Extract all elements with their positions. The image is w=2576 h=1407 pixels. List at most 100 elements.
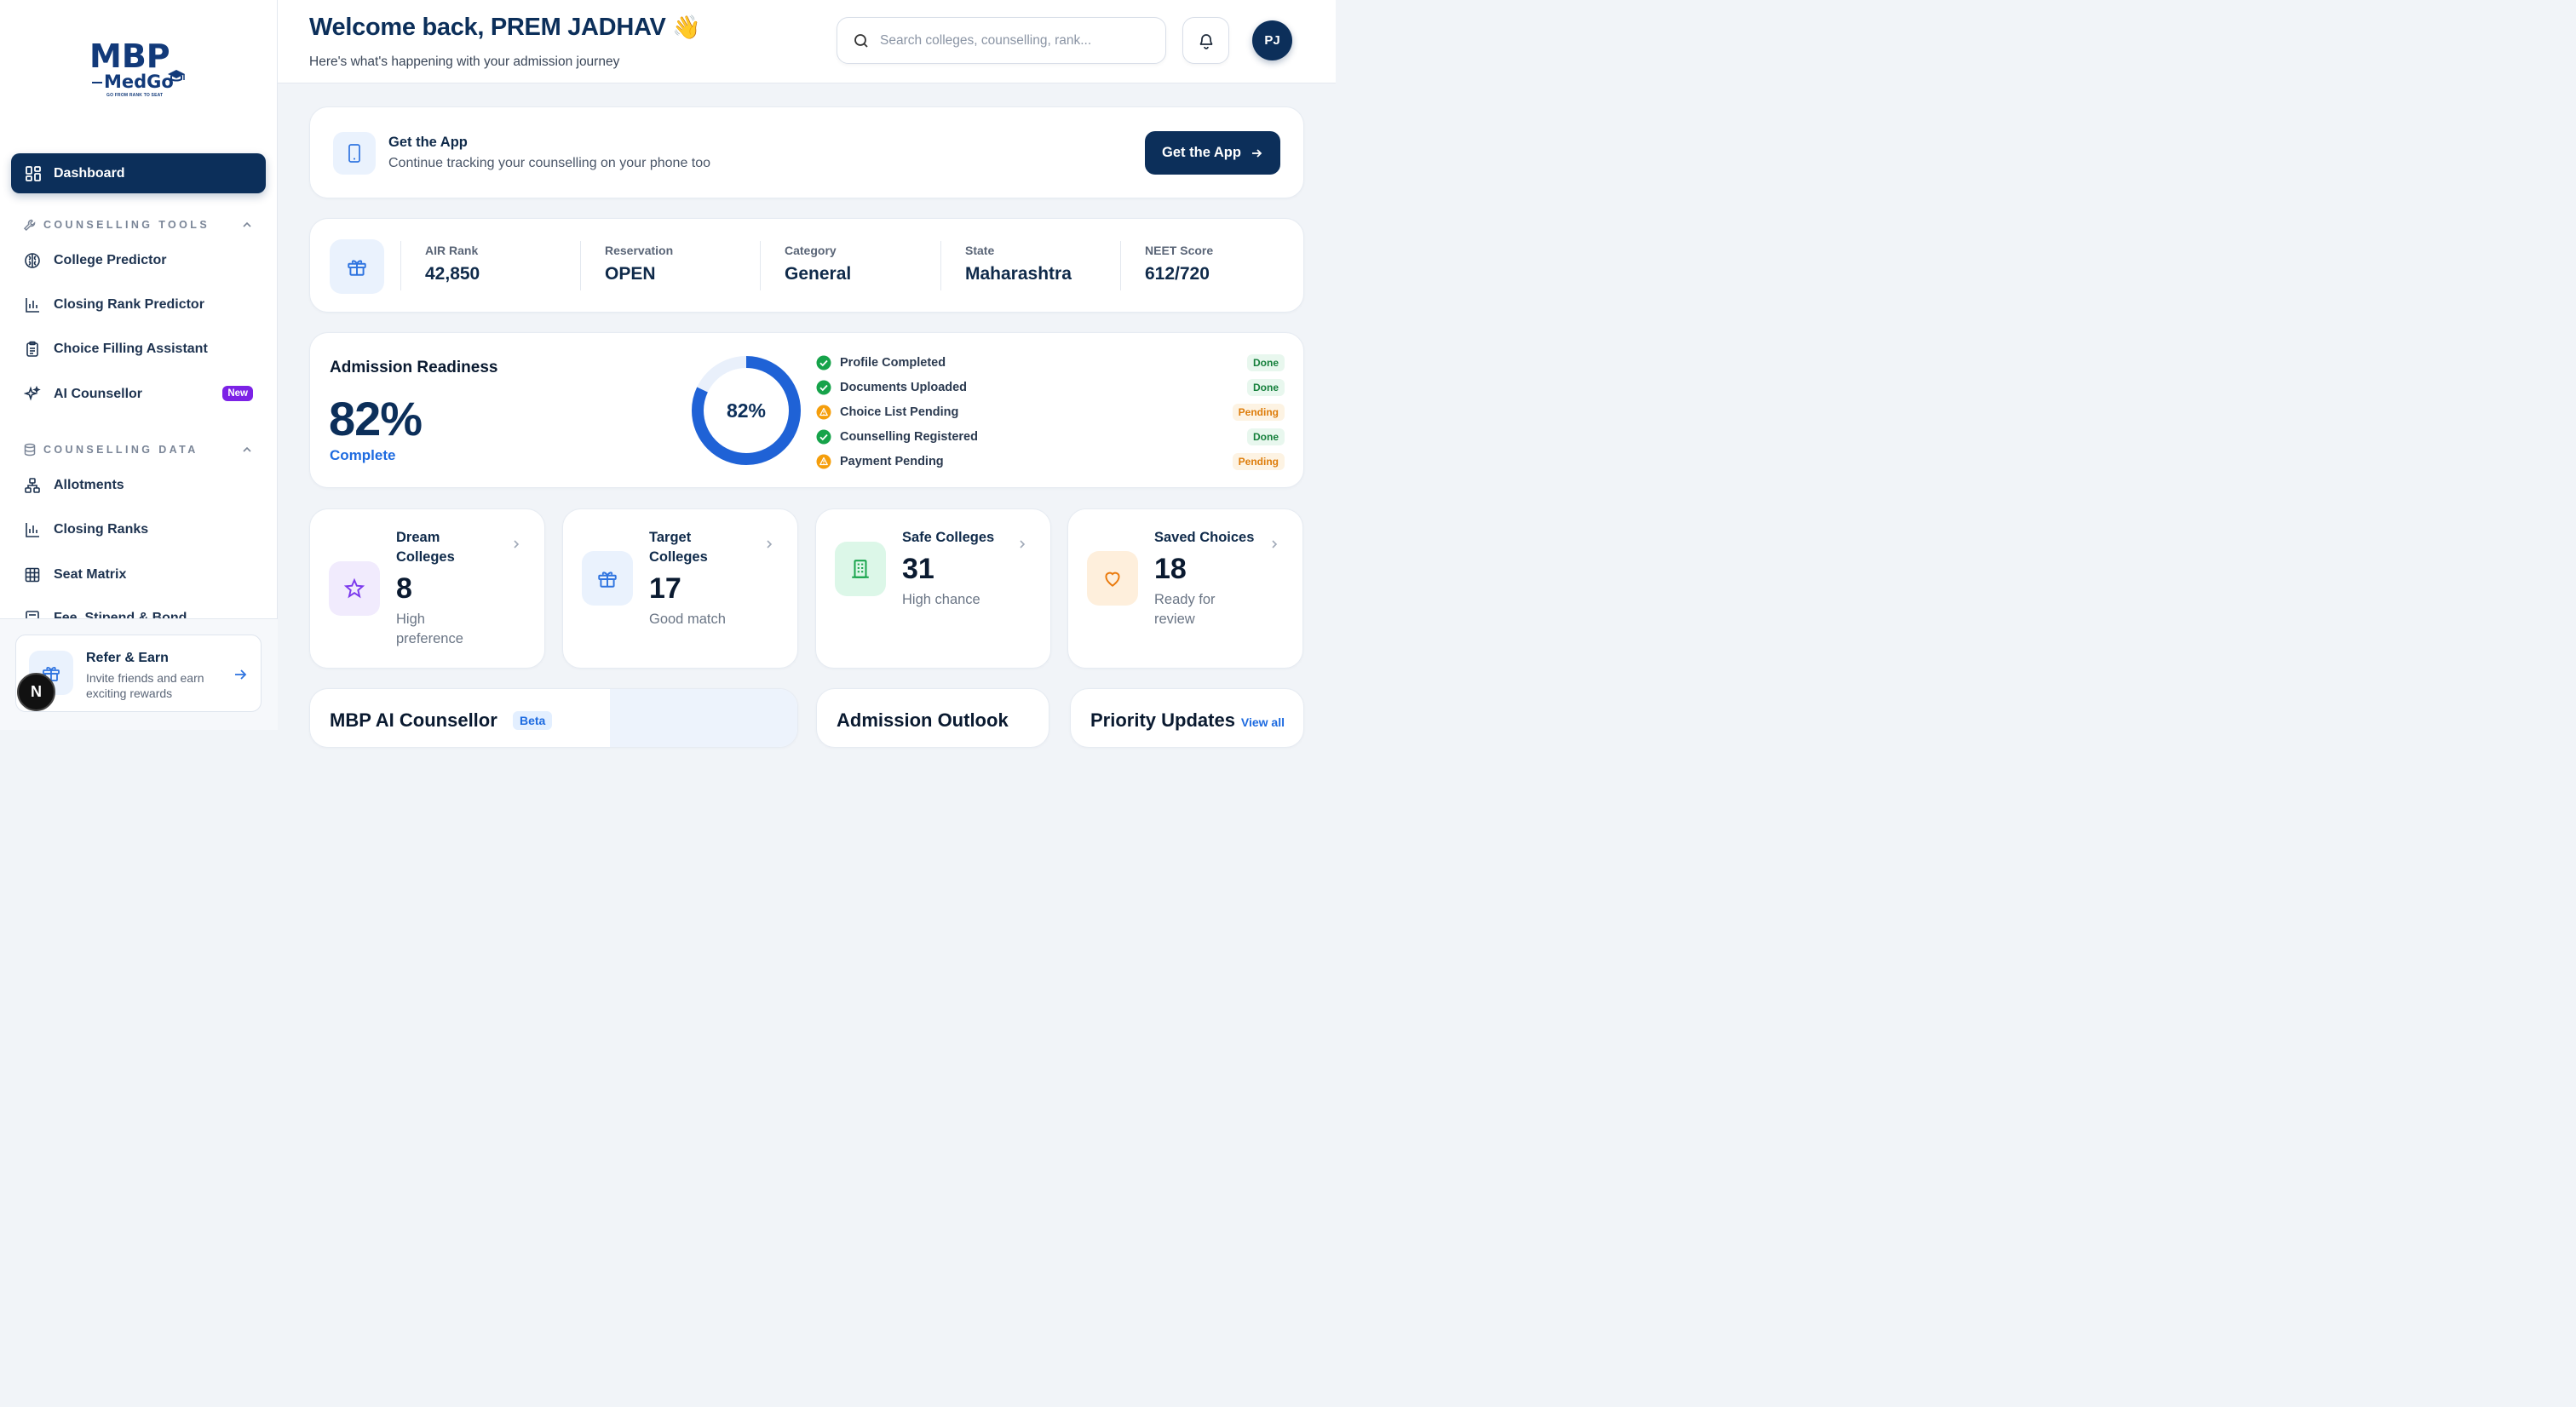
- get-app-button-label: Get the App: [1162, 145, 1241, 160]
- refer-title: Refer & Earn: [86, 651, 169, 665]
- sidebar-item-seat-matrix[interactable]: Seat Matrix: [23, 561, 255, 589]
- bell-icon: [1199, 33, 1212, 49]
- section-counselling-tools[interactable]: COUNSELLING TOOLS: [23, 216, 255, 233]
- warning-circle-icon: [816, 454, 831, 469]
- get-app-button[interactable]: Get the App: [1145, 131, 1280, 175]
- section-title: COUNSELLING TOOLS: [43, 219, 210, 231]
- network-icon: [23, 476, 42, 495]
- sidebar-item-choice-filling[interactable]: Choice Filling Assistant: [23, 336, 255, 363]
- receipt-icon: [23, 606, 42, 618]
- refer-earn-card[interactable]: Refer & Earn Invite friends and earn exc…: [15, 635, 262, 712]
- checklist-row: Payment Pending Pending: [816, 449, 1285, 474]
- ai-counsellor-card[interactable]: MBP AI Counsellor Beta: [309, 688, 798, 748]
- readiness-checklist: Profile Completed Done Documents Uploaded D…: [816, 350, 1285, 474]
- card-number: 8: [396, 572, 412, 605]
- stat-value: 42,850: [425, 264, 480, 284]
- wrench-icon: [23, 218, 37, 232]
- readiness-percent: 82%: [329, 392, 423, 445]
- sidebar-item-closing-ranks[interactable]: Closing Ranks: [23, 516, 255, 543]
- brand-logo[interactable]: MBP MedGo GO FROM RANK TO SEAT: [85, 37, 191, 100]
- checklist-row: Documents Uploaded Done: [816, 375, 1285, 399]
- sidebar-item-college-predictor[interactable]: College Predictor: [23, 247, 255, 274]
- app-banner-desc: Continue tracking your counselling on yo…: [388, 156, 711, 170]
- stat-air-rank: AIR Rank 42,850: [400, 241, 480, 290]
- card-subtitle: Ready for review: [1154, 592, 1216, 627]
- search-input[interactable]: [880, 32, 1153, 49]
- stat-label: Category: [785, 244, 837, 257]
- sidebar: MBP MedGo GO FROM RANK TO SEAT Dashboard…: [0, 0, 278, 730]
- arrow-right-icon[interactable]: [232, 666, 249, 683]
- card-number: 17: [649, 572, 681, 605]
- sidebar-item-label: Fee, Stipend & Bond: [54, 611, 187, 618]
- stat-label: AIR Rank: [425, 244, 479, 257]
- top-header: Welcome back, PREM JADHAV 👋 Here's what'…: [278, 0, 1336, 83]
- stat-value: General: [785, 264, 852, 284]
- dream-colleges-card[interactable]: Dream Colleges 8 High preference: [309, 508, 545, 669]
- chevron-up-icon[interactable]: [241, 219, 253, 231]
- chevron-right-icon[interactable]: [1268, 538, 1280, 550]
- welcome-subtitle: Here's what's happening with your admiss…: [309, 55, 620, 69]
- priority-updates-title: Priority Updates: [1090, 709, 1235, 731]
- status-badge: Pending: [1232, 404, 1285, 421]
- notifications-button[interactable]: [1182, 17, 1229, 64]
- sidebar-item-label: Closing Rank Predictor: [54, 297, 204, 312]
- wave-emoji: 👋: [672, 14, 701, 40]
- check-circle-icon: [816, 355, 831, 370]
- graduation-cap-icon: [168, 70, 185, 82]
- target-colleges-card[interactable]: Target Colleges 17 Good match: [562, 508, 798, 669]
- check-circle-icon: [816, 429, 831, 445]
- checklist-row: Counselling Registered Done: [816, 424, 1285, 449]
- priority-updates-card[interactable]: Priority Updates View all: [1070, 688, 1304, 748]
- profile-stats-card: AIR Rank 42,850 Reservation OPEN Categor…: [309, 218, 1304, 313]
- checklist-row: Choice List Pending Pending: [816, 399, 1285, 424]
- card-subtitle: High preference: [396, 612, 463, 646]
- get-app-banner: Get the App Continue tracking your couns…: [309, 106, 1304, 198]
- checklist-row: Profile Completed Done: [816, 350, 1285, 375]
- check-circle-icon: [816, 380, 831, 395]
- floating-n-badge[interactable]: N: [17, 673, 55, 711]
- stat-label: Reservation: [605, 244, 674, 257]
- chevron-right-icon[interactable]: [510, 538, 522, 550]
- status-badge: Done: [1247, 354, 1285, 371]
- section-counselling-data[interactable]: COUNSELLING DATA: [23, 441, 255, 458]
- sidebar-item-ai-counsellor[interactable]: AI Counsellor New: [23, 381, 255, 408]
- app-banner-title: Get the App: [388, 135, 468, 150]
- section-title: COUNSELLING DATA: [43, 444, 198, 456]
- sidebar-item-label: AI Counsellor: [54, 387, 143, 401]
- welcome-heading: Welcome back, PREM JADHAV 👋: [309, 14, 701, 42]
- grid-icon: [23, 566, 42, 584]
- checklist-label: Profile Completed: [840, 355, 946, 370]
- status-badge: Done: [1247, 379, 1285, 396]
- sidebar-item-label: Allotments: [54, 478, 124, 492]
- card-subtitle: Good match: [649, 612, 726, 627]
- gift-icon: [330, 239, 384, 294]
- sidebar-item-allotments[interactable]: Allotments: [23, 472, 255, 499]
- view-all-link[interactable]: View all: [1240, 715, 1285, 729]
- saved-choices-card[interactable]: Saved Choices 18 Ready for review: [1067, 508, 1303, 669]
- database-icon: [23, 443, 37, 457]
- status-badge: Done: [1247, 428, 1285, 445]
- checklist-label: Payment Pending: [840, 454, 944, 468]
- star-icon: [329, 561, 380, 616]
- clipboard-list-icon: [23, 340, 42, 359]
- stat-label: State: [965, 244, 995, 257]
- safe-colleges-card[interactable]: Safe Colleges 31 High chance: [815, 508, 1051, 669]
- chevron-right-icon[interactable]: [763, 538, 775, 550]
- sidebar-item-dashboard[interactable]: Dashboard: [11, 153, 266, 193]
- ai-counsellor-title: MBP AI Counsellor: [330, 709, 497, 731]
- sidebar-item-closing-rank-predictor[interactable]: Closing Rank Predictor: [23, 291, 255, 319]
- logo-main-text: MBP: [89, 37, 170, 75]
- search-box[interactable]: [837, 17, 1166, 64]
- user-avatar[interactable]: PJ: [1252, 20, 1292, 60]
- admission-outlook-title: Admission Outlook: [837, 709, 1009, 731]
- sidebar-item-fee-stipend-bond[interactable]: Fee, Stipend & Bond: [23, 606, 255, 618]
- sidebar-item-label: Seat Matrix: [54, 567, 127, 582]
- heart-icon: [1087, 551, 1138, 606]
- card-title: Dream Colleges: [396, 530, 455, 565]
- admission-outlook-card[interactable]: Admission Outlook: [816, 688, 1049, 748]
- search-icon: [853, 32, 870, 49]
- welcome-text: Welcome back, PREM JADHAV: [309, 14, 666, 41]
- chevron-up-icon[interactable]: [241, 444, 253, 456]
- stat-category: Category General: [760, 241, 851, 290]
- chevron-right-icon[interactable]: [1016, 538, 1028, 550]
